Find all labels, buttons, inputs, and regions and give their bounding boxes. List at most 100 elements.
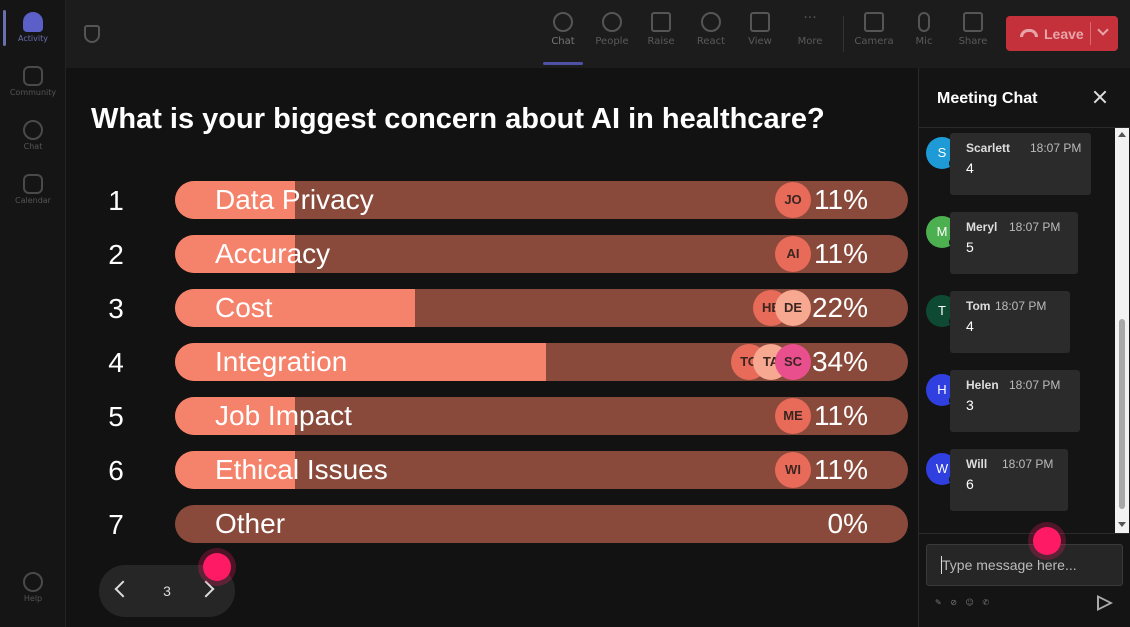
people-icon (602, 12, 622, 32)
message-timestamp: 18:07 PM (995, 299, 1047, 313)
poll-option-percent: 34% (811, 346, 868, 377)
voter-avatar: JO (775, 182, 811, 218)
poll-option-number: 5 (108, 401, 124, 432)
toolbar-react-button[interactable]: React (688, 12, 734, 47)
poll-option-label: Other (215, 508, 286, 539)
chat-icon (553, 12, 573, 32)
poll-result-bar: Accuracy AI 11% (175, 235, 908, 273)
react-icon (701, 12, 721, 32)
chat-message: Scarlett 18:07 PM 4 (950, 133, 1091, 195)
chat-compose-area: ✎ ⊘ ☺ ✆ (919, 527, 1130, 627)
toolbar-divider (843, 16, 844, 52)
chat-message: Will 18:07 PM 6 (950, 449, 1068, 511)
avatar-initial: H (937, 382, 947, 397)
toolbar-chat-button[interactable]: Chat (540, 12, 586, 47)
rail-item-label: Calendar (15, 196, 51, 205)
message-timestamp: 18:07 PM (1030, 141, 1082, 155)
poll-result-fill (175, 451, 296, 489)
pointer-indicator (203, 553, 231, 581)
leave-divider (1090, 22, 1091, 45)
toolbar-label: Mic (915, 36, 933, 47)
rail-item-calendar[interactable]: Calendar (0, 174, 66, 205)
rail-item-community[interactable]: Community (0, 66, 66, 97)
pointer-indicator (1033, 527, 1061, 555)
toolbar-mic-button[interactable]: Mic (901, 12, 947, 47)
poll-result-bar: Cost HE DE 22% (175, 289, 908, 327)
poll-option-row: 5 Job Impact ME 11% (66, 397, 918, 435)
send-icon[interactable] (1097, 595, 1113, 611)
rail-item-chat[interactable]: Chat (0, 120, 66, 151)
chat-header-divider (919, 127, 1130, 128)
avatar-initial: S (937, 145, 947, 160)
scrollbar-thumb[interactable] (1119, 319, 1125, 509)
bell-icon (23, 12, 43, 32)
message-timestamp: 18:07 PM (1002, 457, 1054, 471)
poll-option-number: 1 (108, 185, 124, 216)
page-number: 3 (163, 583, 171, 599)
message-sender: Meryl (966, 220, 998, 234)
poll-result-bar: Other 0% (175, 505, 908, 543)
poll-option-row: 1 Data Privacy JO 11% (66, 181, 918, 219)
rail-item-label: Community (9, 88, 57, 97)
message-text: 5 (966, 239, 974, 255)
view-icon (750, 12, 770, 32)
poll-results-panel: What is your biggest concern about AI in… (66, 68, 918, 627)
app-rail: Activity Community Chat Calendar Help (0, 0, 66, 627)
poll-option-number: 6 (108, 455, 124, 486)
toolbar-raise-button[interactable]: Raise (638, 12, 684, 47)
message-timestamp: 18:07 PM (1009, 220, 1061, 234)
scroll-up-arrow-icon[interactable] (1118, 132, 1126, 137)
poll-option-number: 2 (108, 239, 124, 270)
poll-result-bar: Integration TO TA SC 34% (175, 343, 908, 381)
message-sender: Will (966, 457, 988, 471)
toolbar-share-button[interactable]: Share (950, 12, 996, 47)
chat-message-input[interactable] (926, 544, 1123, 586)
poll-option-percent: 11% (814, 400, 868, 431)
message-text: 4 (966, 160, 974, 176)
scroll-down-arrow-icon[interactable] (1118, 522, 1126, 527)
mic-icon (918, 12, 930, 32)
help-icon (23, 572, 43, 592)
camera-icon (864, 12, 884, 32)
toolbar-more-button[interactable]: ··· More (787, 11, 833, 47)
shield-icon (84, 25, 100, 43)
leave-label: Leave (1044, 26, 1084, 42)
poll-option-label: Cost (215, 292, 273, 323)
rail-item-activity[interactable]: Activity (0, 12, 66, 43)
meeting-toolbar: Chat People Raise React View ··· More Ca… (66, 0, 1130, 68)
poll-option-row: 2 Accuracy AI 11% (66, 235, 918, 273)
rail-item-label: Chat (23, 142, 43, 151)
message-text: 6 (966, 476, 974, 492)
leave-button[interactable]: Leave (1006, 16, 1118, 51)
toolbar-people-button[interactable]: People (589, 12, 635, 47)
poll-option-label: Job Impact (215, 400, 352, 431)
poll-option-label: Ethical Issues (215, 454, 388, 485)
voter-avatar: AI (775, 236, 811, 272)
chat-scrollbar[interactable] (1115, 128, 1129, 533)
rail-item-help[interactable]: Help (0, 572, 66, 603)
close-icon[interactable] (1091, 88, 1109, 106)
poll-result-bar: Ethical Issues WI 11% (175, 451, 908, 489)
message-text: 4 (966, 318, 974, 334)
format-toolbar-icons[interactable]: ✎ ⊘ ☺ ✆ (935, 598, 993, 607)
rail-item-label: Help (23, 594, 43, 603)
chevron-down-icon[interactable] (1097, 24, 1109, 36)
avatar-initial: W (935, 461, 949, 476)
poll-option-number: 7 (108, 509, 124, 540)
poll-option-row: 4 Integration TO TA SC 34% (66, 343, 918, 381)
poll-option-percent: 0% (827, 508, 868, 539)
toolbar-camera-button[interactable]: Camera (851, 12, 897, 47)
toolbar-view-button[interactable]: View (737, 12, 783, 47)
poll-option-label: Accuracy (215, 238, 331, 269)
rail-item-label: Activity (18, 34, 48, 43)
chat-message: Helen 18:07 PM 3 (950, 370, 1080, 432)
poll-option-row: 6 Ethical Issues WI 11% (66, 451, 918, 489)
voter-avatar: ME (775, 398, 811, 434)
phone-hangup-icon (1020, 29, 1038, 37)
toolbar-label: Raise (647, 36, 675, 47)
toolbar-label: React (696, 36, 726, 47)
toolbar-label: Camera (854, 36, 894, 47)
rail-active-indicator (3, 10, 6, 46)
share-icon (963, 12, 983, 32)
poll-option-row: 3 Cost HE DE 22% (66, 289, 918, 327)
